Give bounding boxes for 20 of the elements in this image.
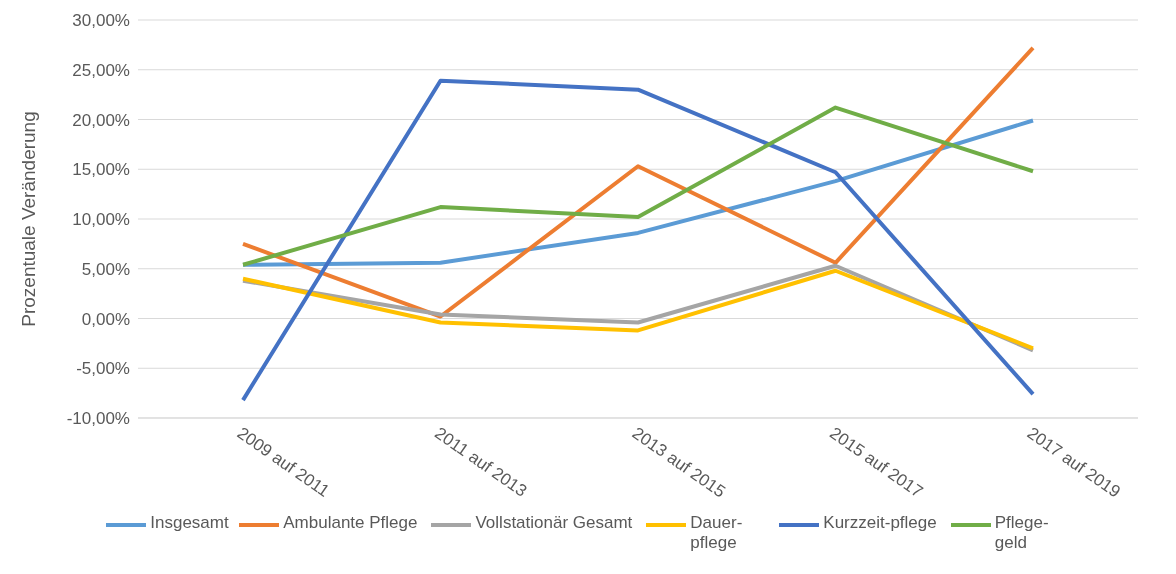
line-series: [241, 78, 1035, 403]
y-tick-label: 5,00%: [81, 259, 130, 279]
x-tick-label: 2011 auf 2013: [431, 423, 531, 501]
y-tick-label: 15,00%: [72, 160, 130, 180]
y-tick-label: 10,00%: [72, 210, 130, 230]
legend-label: Insgesamt: [150, 513, 229, 533]
legend-label: Vollstationär Gesamt: [475, 513, 633, 533]
y-axis-title: Prozentuale Veränderung: [17, 111, 39, 327]
y-tick-label: 20,00%: [72, 110, 130, 130]
x-tick-label: 2015 auf 2017: [826, 423, 927, 502]
y-tick-label: 0,00%: [81, 309, 130, 329]
y-tick-label: -5,00%: [76, 359, 130, 379]
y-tick-label: 25,00%: [72, 60, 130, 80]
line-series: [241, 45, 1035, 319]
y-tick-label: 30,00%: [72, 11, 130, 31]
legend-label: Kurzzeit-pflege: [823, 513, 937, 533]
legend-label: Pflege-geld: [994, 513, 1050, 553]
y-tick-label: -10,00%: [66, 409, 130, 429]
legend-label: Ambulante Pflege: [283, 513, 418, 533]
legend-label: Dauer-pflege: [690, 513, 744, 553]
